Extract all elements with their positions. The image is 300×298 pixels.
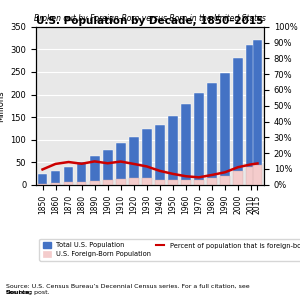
Bar (38, 184, 47, 185)
Bar (233, 58, 243, 185)
Title: U.S. Population by Decade, 1850–2015: U.S. Population by Decade, 1850–2015 (36, 16, 264, 26)
Bar (51, 170, 60, 185)
Bar (155, 179, 165, 185)
Bar (129, 137, 139, 185)
Bar (142, 129, 152, 185)
Bar (194, 180, 204, 185)
Bar (253, 165, 262, 185)
Bar (246, 46, 256, 185)
Bar (207, 179, 217, 185)
Bar (64, 167, 74, 185)
Bar (90, 156, 100, 185)
Bar (38, 174, 47, 185)
Bar (77, 162, 86, 185)
Bar (90, 181, 100, 185)
Bar (116, 179, 126, 185)
Bar (64, 182, 74, 185)
Bar (181, 104, 191, 185)
Bar (168, 180, 178, 185)
Bar (51, 183, 60, 185)
Bar (246, 167, 256, 185)
Bar (155, 125, 165, 185)
Bar (129, 179, 139, 185)
Legend: Total U.S. Population, U.S. Foreign-Born Population, Percent of population that : Total U.S. Population, U.S. Foreign-Born… (39, 239, 300, 261)
Bar (103, 150, 112, 185)
Bar (142, 178, 152, 185)
Bar (181, 180, 191, 185)
Bar (194, 93, 204, 185)
Bar (207, 83, 217, 185)
Text: Source:: Source: (6, 290, 33, 295)
Bar (103, 180, 112, 185)
Bar (253, 40, 262, 185)
Bar (116, 143, 126, 185)
Bar (168, 117, 178, 185)
Bar (220, 72, 230, 185)
Text: Broken out by Foreign-Born versus Born in the United States: Broken out by Foreign-Born versus Born i… (34, 14, 266, 23)
Y-axis label: Millions: Millions (0, 90, 5, 122)
Text: Source: U.S. Census Bureau’s Decennial Census series. For a full citation, see
t: Source: U.S. Census Bureau’s Decennial C… (6, 284, 250, 295)
Bar (220, 176, 230, 185)
Bar (233, 171, 243, 185)
Bar (77, 182, 86, 185)
